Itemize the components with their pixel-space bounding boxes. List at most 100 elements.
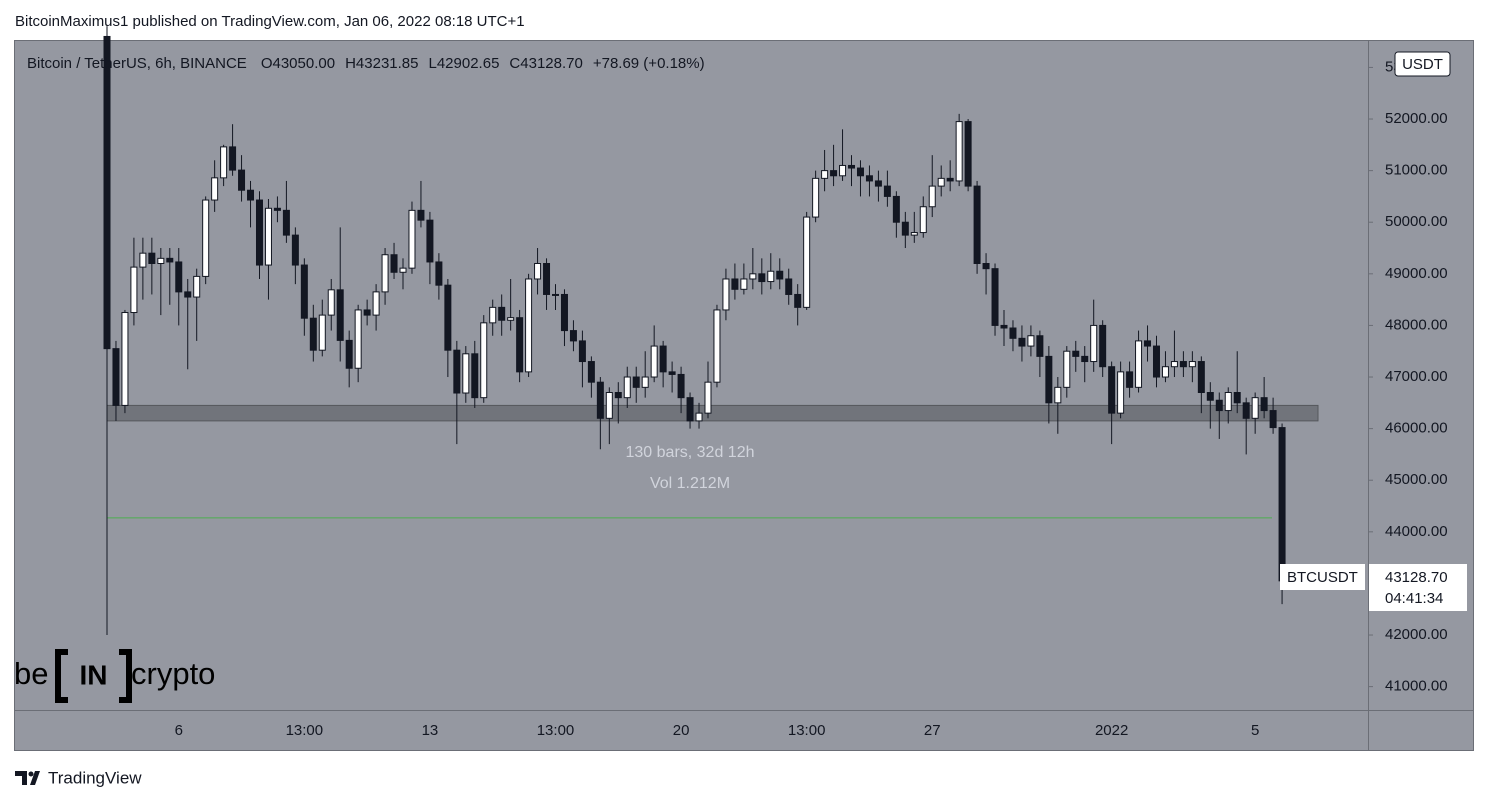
candle-body bbox=[569, 330, 577, 342]
candle-body bbox=[1188, 361, 1196, 368]
candle-body bbox=[1278, 427, 1286, 582]
candle-body bbox=[1179, 361, 1187, 368]
candle-body bbox=[255, 199, 263, 266]
ohlc-key: H bbox=[345, 55, 356, 72]
logo-text: IN bbox=[80, 659, 108, 690]
support-zone bbox=[106, 404, 1319, 422]
candle-body bbox=[220, 146, 228, 179]
candle-body bbox=[1126, 371, 1134, 388]
candle-body bbox=[291, 234, 299, 266]
candle-body bbox=[677, 373, 685, 399]
candle-body bbox=[426, 219, 434, 263]
candle-body bbox=[1242, 402, 1250, 419]
candle-body bbox=[803, 216, 811, 308]
candle-body bbox=[812, 177, 820, 218]
candle-body bbox=[991, 268, 999, 326]
price-tag bbox=[1369, 564, 1467, 611]
candle-body bbox=[578, 340, 586, 363]
candle-body bbox=[300, 264, 308, 319]
currency-label: USDT bbox=[1402, 56, 1443, 73]
y-tick-label: 42000.00 bbox=[1385, 626, 1448, 643]
candle-body bbox=[1099, 324, 1107, 368]
ohlc-key: L bbox=[429, 55, 437, 72]
candle-body bbox=[525, 278, 533, 373]
plot-area bbox=[103, 26, 1319, 636]
candle-body bbox=[229, 146, 237, 171]
y-tick-label: 49000.00 bbox=[1385, 265, 1448, 282]
candle-body bbox=[354, 309, 362, 369]
candle-body bbox=[623, 376, 631, 399]
x-tick-label: 13 bbox=[422, 722, 439, 739]
candle-body bbox=[785, 278, 793, 295]
candle-body bbox=[498, 306, 506, 321]
candle-body bbox=[121, 312, 129, 406]
y-tick-label: 44000.00 bbox=[1385, 523, 1448, 540]
candle-body bbox=[1206, 392, 1214, 401]
candle-body bbox=[946, 177, 954, 182]
legend-header: Bitcoin / TetherUS, 6h, BINANCE O43050.00… bbox=[27, 55, 705, 72]
candle-body bbox=[839, 164, 847, 177]
tv-icon bbox=[15, 771, 40, 785]
candle-body bbox=[1117, 371, 1125, 414]
candle-body bbox=[596, 381, 604, 419]
y-tick-label: 50000.00 bbox=[1385, 213, 1448, 230]
candle-body bbox=[507, 317, 515, 321]
candle-body bbox=[1081, 355, 1089, 363]
candle-body bbox=[695, 412, 703, 422]
candle-body bbox=[408, 209, 416, 269]
candle-body bbox=[247, 189, 255, 201]
candle-body bbox=[1135, 340, 1143, 388]
x-tick-label: 13:00 bbox=[788, 722, 826, 739]
candle-body bbox=[758, 273, 766, 283]
candle-body bbox=[264, 207, 272, 266]
price-tag-text: 43128.70 bbox=[1385, 569, 1448, 586]
candle-body bbox=[471, 353, 479, 399]
x-tick-label: 20 bbox=[673, 722, 690, 739]
candle-body bbox=[749, 273, 757, 280]
candle-body bbox=[534, 263, 542, 280]
candle-body bbox=[659, 345, 667, 373]
candle-body bbox=[1161, 366, 1169, 378]
candle-body bbox=[1251, 397, 1259, 419]
candle-body bbox=[1054, 386, 1062, 404]
candle-body bbox=[1233, 392, 1241, 404]
price-change: +78.69 (+0.18%) bbox=[593, 55, 705, 72]
ohlc-key: C bbox=[509, 55, 520, 72]
y-tick-label: 46000.00 bbox=[1385, 420, 1448, 437]
candle-body bbox=[166, 257, 174, 263]
currency-badge bbox=[1394, 51, 1451, 77]
x-tick-label: 13:00 bbox=[537, 722, 575, 739]
logo-text: crypto bbox=[131, 656, 215, 691]
x-tick-label: 6 bbox=[175, 722, 183, 739]
ohlc-key: O bbox=[261, 55, 273, 72]
candle-body bbox=[686, 397, 694, 422]
candle-body bbox=[1045, 355, 1053, 404]
footer-text: TradingView bbox=[48, 768, 142, 787]
candle-body bbox=[794, 293, 802, 308]
candle-body bbox=[731, 278, 739, 290]
tradingview-logo: TradingView bbox=[15, 768, 142, 787]
candle-body bbox=[704, 381, 712, 414]
candle-body bbox=[641, 376, 649, 388]
candle-body bbox=[1224, 392, 1232, 412]
candle-body bbox=[937, 177, 945, 187]
y-tick-label: 45000.00 bbox=[1385, 471, 1448, 488]
candle-body bbox=[713, 309, 721, 383]
symbol-tag-text: BTCUSDT bbox=[1287, 569, 1358, 586]
y-tick-label: 52000.00 bbox=[1385, 110, 1448, 127]
x-tick-label: 5 bbox=[1251, 722, 1259, 739]
candle-body bbox=[1215, 399, 1223, 412]
measure-bars: 130 bars, 32d 12h bbox=[626, 444, 755, 461]
published-line: BitcoinMaximus1 published on TradingView… bbox=[15, 13, 525, 30]
candle-body bbox=[1144, 340, 1152, 347]
tv-icon-dot bbox=[28, 771, 34, 777]
candle-body bbox=[632, 376, 640, 388]
candle-body bbox=[1027, 335, 1035, 347]
candle-body bbox=[1152, 345, 1160, 378]
candle-body bbox=[309, 317, 317, 351]
candle-body bbox=[919, 206, 927, 234]
candle-body bbox=[345, 339, 353, 369]
candle-body bbox=[462, 353, 470, 394]
